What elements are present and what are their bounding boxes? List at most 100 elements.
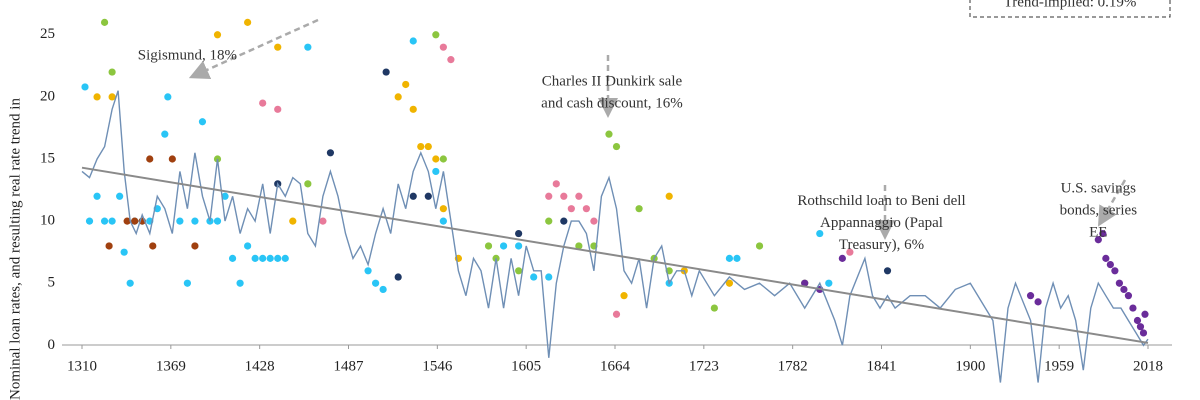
data-point: [1094, 236, 1102, 244]
data-point: [1034, 298, 1042, 306]
data-point: [402, 80, 410, 89]
x-tick-label: 1900: [955, 358, 985, 374]
x-tick-label: 1487: [334, 358, 365, 374]
data-point: [439, 43, 447, 51]
y-tick-label: 0: [48, 337, 56, 353]
data-point: [725, 254, 734, 262]
data-point: [198, 118, 207, 126]
data-point: [149, 242, 157, 250]
data-point: [560, 192, 568, 200]
data-point: [372, 279, 380, 287]
data-point: [825, 279, 833, 287]
data-point: [1115, 279, 1123, 287]
data-point: [409, 105, 417, 113]
data-point: [447, 56, 455, 64]
data-point: [612, 310, 621, 318]
data-point: [319, 217, 327, 225]
data-point: [801, 279, 809, 287]
y-axis-label: Nominal loan rates, and resulting real r…: [7, 98, 23, 400]
data-point: [515, 229, 523, 238]
data-point: [274, 254, 282, 262]
data-point: [259, 99, 267, 107]
y-tick-label: 15: [40, 150, 55, 166]
data-point: [1102, 254, 1110, 262]
data-point: [575, 192, 583, 200]
line: [81, 166, 1149, 344]
data-point: [105, 242, 113, 250]
data-point: [545, 217, 553, 225]
data-point: [439, 205, 447, 213]
data-point: [439, 217, 447, 225]
data-point: [515, 242, 523, 250]
y-tick-label: 20: [40, 88, 55, 104]
data-point: [545, 273, 553, 281]
data-point: [665, 192, 673, 200]
data-point: [1124, 292, 1133, 300]
data-point: [379, 285, 387, 294]
data-point: [236, 279, 244, 287]
data-point: [838, 254, 846, 262]
data-point: [605, 130, 613, 138]
data-point: [635, 205, 643, 213]
data-point: [93, 93, 101, 101]
data-point: [1136, 323, 1145, 331]
data-point: [1133, 316, 1142, 325]
annotation-arrow: [1097, 179, 1127, 227]
annotation: bonds, series: [1060, 203, 1138, 219]
data-point: [816, 229, 824, 238]
data-point: [1129, 304, 1137, 312]
x-tick-label: 1782: [778, 358, 808, 374]
data-point: [424, 192, 432, 200]
data-point: [1141, 310, 1149, 318]
data-point: [725, 279, 734, 287]
data-point: [191, 242, 199, 250]
annotation: Appannaggio (Papal: [820, 215, 943, 231]
annotation: Charles II Dunkirk sale: [542, 74, 683, 90]
data-point: [304, 180, 312, 188]
data-point: [326, 149, 335, 157]
x-tick-label: 1959: [1044, 358, 1074, 374]
annotation: U.S. savings: [1061, 181, 1137, 197]
data-point: [168, 155, 176, 163]
annotation: Sigismund, 18%: [138, 47, 237, 63]
annotation: Treasury), 6%: [839, 237, 924, 253]
x-tick-label: 1605: [511, 358, 541, 374]
data-point: [1120, 285, 1128, 294]
data-point: [484, 242, 493, 250]
data-point: [883, 267, 892, 275]
data-point: [394, 93, 402, 101]
x-tick-label: 1428: [245, 358, 275, 374]
data-point: [108, 93, 116, 101]
data-point: [85, 217, 94, 225]
data-point: [123, 217, 131, 225]
data-point: [575, 242, 583, 250]
data-point: [108, 68, 116, 76]
data-point: [281, 254, 289, 262]
x-tick-label: 1310: [67, 358, 97, 374]
data-point: [244, 242, 252, 250]
data-point: [755, 242, 764, 250]
annotation-arrow: [188, 18, 319, 80]
data-point: [213, 217, 222, 225]
data-point: [244, 18, 252, 26]
data-point: [1111, 267, 1119, 275]
data-point: [221, 192, 229, 200]
data-point: [146, 155, 154, 163]
annotation: and cash discount, 16%: [541, 96, 683, 112]
annotation: Rothschild loan to Beni dell: [797, 193, 965, 209]
data-point: [259, 254, 267, 262]
data-point: [274, 43, 282, 51]
y-tick-label: 25: [40, 26, 55, 42]
data-point: [409, 192, 417, 200]
data-point: [590, 217, 598, 225]
data-point: [424, 142, 432, 151]
data-point: [710, 304, 718, 312]
data-point: [274, 105, 282, 113]
data-point: [191, 217, 199, 225]
x-tick-label: 1723: [689, 358, 719, 374]
data-point: [417, 142, 425, 151]
data-point: [266, 254, 274, 262]
data-point: [116, 192, 124, 200]
